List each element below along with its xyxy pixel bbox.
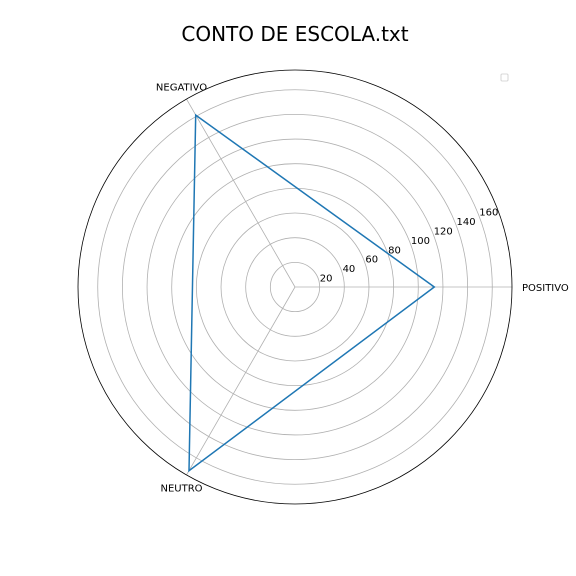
radial-tick-label: 60 [365, 255, 378, 266]
spoke-negativo [186, 98, 296, 288]
category-label-positivo: POSITIVO [522, 283, 569, 294]
category-label-neutro: NEUTRO [160, 484, 202, 495]
radial-tick-label: 120 [434, 226, 453, 237]
radial-tick-label: 20 [320, 274, 333, 285]
grid [97, 89, 512, 485]
radial-tick-label: 80 [388, 245, 401, 256]
spoke-neutro [186, 286, 296, 476]
category-label-negativo: NEGATIVO [156, 82, 207, 93]
radial-tick-label: 140 [456, 217, 475, 228]
series-lines [188, 113, 436, 473]
series-line [188, 113, 436, 473]
chart-title: CONTO DE ESCOLA.txt [181, 22, 408, 46]
radial-tick-label: 40 [343, 264, 356, 275]
polar-frame [77, 69, 513, 505]
radial-tick-label: 100 [411, 236, 430, 247]
radial-tick-label: 160 [479, 208, 498, 219]
legend-box [500, 73, 509, 82]
category-labels: POSITIVO NEGATIVO NEUTRO [156, 82, 569, 494]
